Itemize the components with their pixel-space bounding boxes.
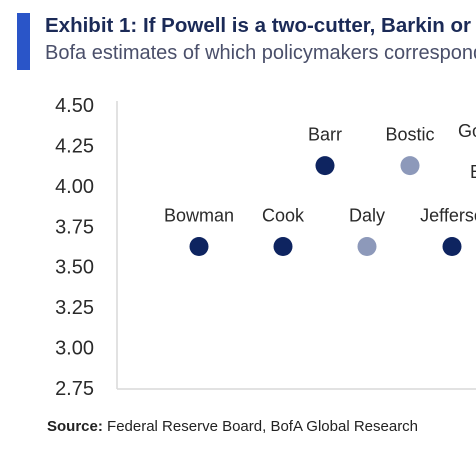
chart-title: Exhibit 1: If Powell is a two-cutter, Ba… xyxy=(45,14,476,37)
y-tick-label: 4.50 xyxy=(55,95,94,117)
y-tick-label: 4.00 xyxy=(55,176,94,198)
data-point xyxy=(442,237,462,256)
y-tick-label: 4.25 xyxy=(55,135,94,157)
data-point xyxy=(315,156,335,176)
y-tick-label: 3.50 xyxy=(55,257,94,279)
point-label-partial: E xyxy=(470,162,476,182)
point-label: Jefferso xyxy=(420,206,476,226)
y-tick-label: 3.75 xyxy=(55,216,94,238)
chart-subtitle: Bofa estimates of which policymakers cor… xyxy=(45,42,476,64)
point-label-partial: Go xyxy=(458,121,476,141)
data-point xyxy=(357,237,377,256)
data-point xyxy=(273,237,293,256)
point-label: Cook xyxy=(262,206,305,226)
source-label: Source: xyxy=(47,418,103,435)
source-text: Federal Reserve Board, BofA Global Resea… xyxy=(107,418,419,435)
data-point xyxy=(400,156,420,176)
data-point xyxy=(189,237,209,256)
y-tick-label: 2.75 xyxy=(55,378,94,400)
point-label: Daly xyxy=(349,206,385,226)
source-note: Source: Federal Reserve Board, BofA Glob… xyxy=(47,418,418,435)
point-label: Bostic xyxy=(385,125,434,145)
point-label: Bowman xyxy=(164,206,234,226)
y-tick-label: 3.00 xyxy=(55,338,94,360)
y-tick-label: 3.25 xyxy=(55,297,94,319)
point-label: Barr xyxy=(308,125,342,145)
title-accent-bar xyxy=(17,13,30,70)
